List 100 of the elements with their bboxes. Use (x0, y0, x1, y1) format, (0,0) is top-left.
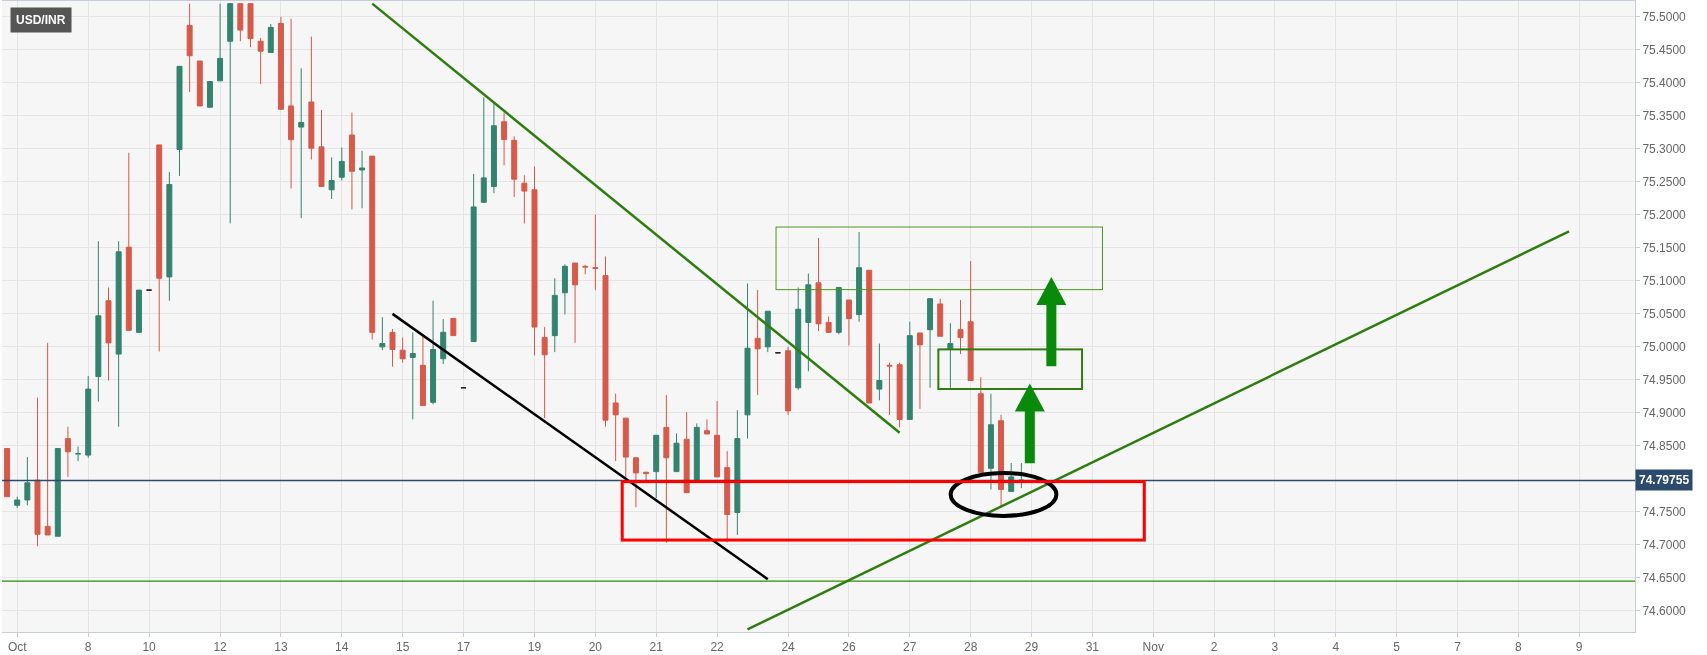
candlestick (379, 316, 386, 351)
y-tick-label: 75.4500 (1642, 43, 1687, 58)
candlestick (338, 147, 345, 182)
candlestick (75, 446, 82, 462)
candlestick (785, 346, 792, 416)
candlestick (734, 409, 741, 536)
y-tick-label: 74.7500 (1642, 505, 1687, 520)
candlestick (115, 240, 122, 428)
candlestick (764, 310, 771, 353)
candlestick (845, 299, 852, 347)
x-tick-label: 29 (1024, 640, 1039, 655)
candlestick (511, 135, 518, 198)
x-tick-label: 14 (335, 640, 349, 655)
candlestick (64, 426, 71, 478)
candlestick (663, 394, 670, 544)
candlestick (987, 393, 994, 490)
x-tick-label: 15 (395, 640, 410, 655)
y-tick-label: 75.3500 (1642, 109, 1687, 124)
x-tick-label: 8 (84, 640, 92, 655)
candlestick (450, 317, 457, 337)
candlestick (805, 273, 812, 372)
y-tick-label: 75.3000 (1642, 142, 1687, 157)
candlestick (643, 471, 650, 481)
candlestick (632, 457, 639, 508)
x-tick-label: 12 (213, 640, 228, 655)
candlestick (896, 362, 903, 428)
x-tick-label: 13 (274, 640, 288, 655)
candlestick (156, 144, 163, 352)
x-tick-label: 10 (142, 640, 157, 655)
candlestick (409, 331, 416, 420)
y-tick-label: 75.2000 (1642, 208, 1687, 223)
candlestick (744, 283, 751, 440)
candlestick (572, 262, 579, 344)
x-tick-label: Nov (1142, 640, 1164, 655)
candlestick (856, 231, 863, 323)
candlestick (4, 448, 11, 498)
candlestick (85, 375, 92, 459)
candlestick (693, 422, 700, 483)
candlestick (957, 299, 964, 355)
candlestick (308, 36, 315, 160)
y-tick-label: 75.0000 (1642, 340, 1687, 355)
candlestick (703, 418, 710, 435)
x-tick-label: Oct (7, 640, 28, 655)
y-tick-label: 75.1000 (1642, 274, 1687, 289)
x-tick-label: 8 (1515, 640, 1523, 655)
candlestick (592, 214, 599, 291)
candlestick (369, 155, 376, 341)
candlestick (440, 318, 447, 365)
y-tick-label: 74.8500 (1642, 439, 1687, 454)
candlestick (389, 328, 396, 368)
candlestick (906, 321, 913, 420)
candlestick (551, 277, 558, 353)
candlestick (835, 286, 842, 335)
y-tick-label: 75.4000 (1642, 76, 1687, 91)
candlestick (947, 322, 954, 389)
x-tick-label: 22 (710, 640, 725, 655)
x-tick-label: 19 (527, 640, 542, 655)
candlestick (186, 3, 193, 93)
candlestick (886, 362, 893, 416)
candlestick (876, 343, 883, 401)
candlestick (754, 289, 761, 396)
candlestick (866, 269, 873, 404)
candlestick (927, 298, 934, 389)
candlestick (470, 173, 477, 343)
candlestick (622, 417, 629, 479)
candlestick (24, 456, 31, 506)
y-tick-label: 75.2500 (1642, 175, 1687, 190)
y-tick-label: 74.6500 (1642, 571, 1687, 586)
y-tick-label: 75.1500 (1642, 241, 1687, 256)
candlestick (135, 289, 142, 333)
x-tick-label: 5 (1393, 640, 1401, 655)
candlestick (54, 448, 61, 537)
x-tick-label: 17 (456, 640, 471, 655)
candlestick (227, 3, 234, 224)
x-tick-label: 20 (588, 640, 603, 655)
candlestick (196, 60, 203, 107)
candlestick (683, 411, 690, 494)
candlestick (34, 397, 41, 547)
candlestick (602, 255, 609, 428)
candlestick (653, 434, 660, 499)
candlestick (399, 337, 406, 364)
candlestick (582, 264, 589, 275)
candlestick (44, 342, 51, 536)
x-tick-label: 28 (963, 640, 978, 655)
candlestick (348, 112, 355, 211)
candlestick (267, 23, 274, 53)
x-tick-label: 7 (1454, 640, 1462, 655)
candlestick (176, 65, 183, 177)
candlestick (257, 37, 264, 85)
candlestick (673, 432, 680, 473)
candlestick (531, 166, 538, 356)
candlestick (916, 332, 923, 410)
candlestick (206, 81, 213, 108)
x-tick-label: 21 (649, 640, 664, 655)
candlestick (612, 393, 619, 462)
candlestick (359, 150, 366, 209)
text: USD/INR (16, 13, 66, 27)
candlestick (277, 16, 284, 111)
candlestick (480, 96, 487, 203)
x-tick-label: 3 (1271, 640, 1279, 655)
